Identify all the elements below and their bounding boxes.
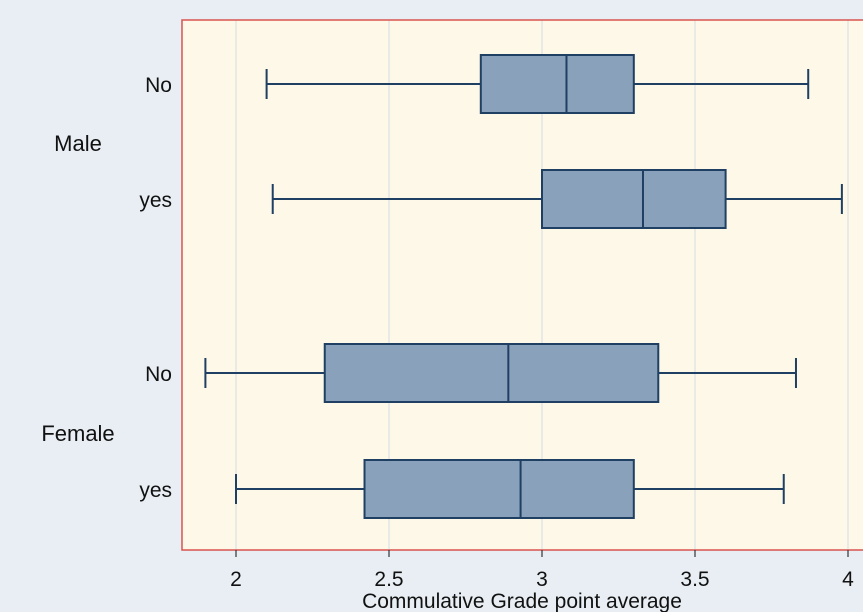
boxes-layer — [204, 54, 843, 519]
x-ticks: 2 2.5 3 3.5 4 — [230, 550, 854, 591]
x-tick-label: 2.5 — [374, 568, 403, 591]
plot-border — [181, 19, 863, 551]
box-male-yes — [271, 169, 843, 229]
iqr-box — [541, 169, 727, 229]
category-label: No — [145, 74, 172, 97]
x-axis-title: Commulative Grade point average — [362, 590, 682, 612]
category-label: No — [145, 363, 172, 386]
category-label: yes — [139, 479, 172, 502]
box-female-no — [204, 343, 797, 403]
group-label: Female — [41, 421, 114, 446]
x-tick-label: 3.5 — [680, 568, 709, 591]
y-labels: Male No yes Female No yes — [41, 74, 172, 502]
x-tick-label: 2 — [230, 568, 242, 591]
category-label: yes — [139, 189, 172, 212]
x-tick-label: 4 — [842, 568, 854, 591]
box-male-no — [265, 54, 810, 114]
iqr-box — [323, 343, 660, 403]
iqr-box — [363, 459, 635, 519]
box-female-yes — [235, 459, 785, 519]
group-label: Male — [54, 131, 102, 156]
x-tick-label: 3 — [536, 568, 548, 591]
iqr-box — [479, 54, 635, 114]
